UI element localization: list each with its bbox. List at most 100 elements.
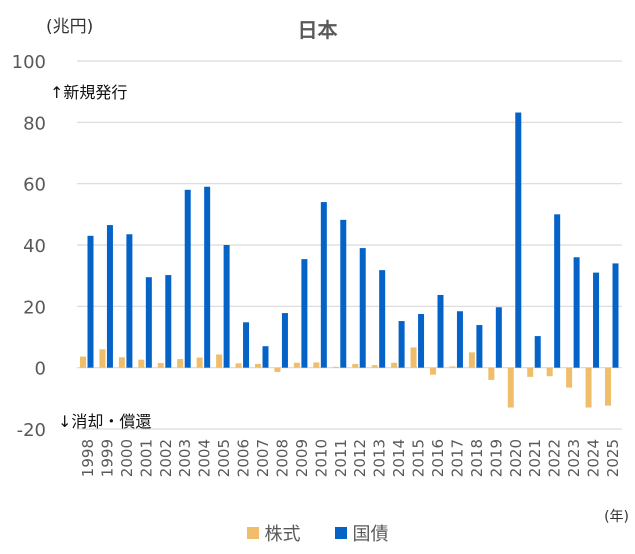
x-tick-label: 2008 (273, 439, 291, 477)
bar-stocks (80, 356, 86, 368)
bar-stocks (449, 366, 456, 368)
bar-bonds (243, 322, 250, 368)
bar-bonds (184, 189, 191, 368)
bar-stocks (196, 357, 203, 368)
x-tick-label: 2016 (429, 439, 447, 477)
bar-stocks (546, 367, 553, 377)
legend-item-stocks: 株式 (246, 520, 301, 546)
x-tick-label: 2025 (604, 439, 622, 477)
bar-stocks (177, 359, 184, 368)
x-tick-label: 2018 (468, 439, 486, 477)
bar-bonds (87, 235, 94, 368)
bar-bonds (534, 336, 541, 368)
x-tick-label: 2021 (526, 439, 544, 477)
bar-bonds (301, 259, 308, 368)
bar-bonds (476, 325, 483, 368)
bar-bonds (262, 346, 269, 368)
y-tick-label: 80 (23, 113, 46, 134)
bar-bonds (612, 263, 619, 368)
legend-swatch-bonds (334, 527, 347, 539)
y-tick-label: -20 (17, 420, 46, 441)
bar-bonds (573, 257, 580, 368)
bar-stocks (430, 367, 436, 375)
bar-stocks (332, 366, 339, 368)
bar-bonds (165, 275, 172, 368)
bar-stocks (527, 367, 534, 377)
bar-bonds (593, 272, 600, 368)
bar-stocks (410, 347, 417, 368)
x-tick-label: 2010 (312, 439, 330, 477)
legend-label-bonds: 国債 (352, 524, 389, 545)
bar-stocks (391, 362, 398, 368)
bar-stocks (274, 367, 281, 372)
bar-stocks (352, 363, 359, 368)
bar-stocks (293, 362, 300, 368)
bar-bonds (379, 270, 386, 368)
bar-bonds (145, 277, 152, 368)
bar-stocks (235, 363, 242, 368)
bar-bonds (456, 311, 463, 368)
bar-bonds (418, 314, 425, 368)
bar-stocks (216, 354, 223, 368)
bar-stocks (157, 363, 164, 368)
bar-bonds (398, 321, 405, 368)
bar-bonds (340, 219, 347, 368)
x-tick-label: 2023 (565, 439, 583, 477)
x-tick-label: 2020 (507, 439, 525, 477)
x-tick-label: 2009 (293, 439, 311, 477)
y-unit-label: (兆円) (46, 17, 94, 37)
bar-stocks (585, 367, 592, 408)
bar-bonds (320, 202, 327, 368)
chart-title: 日本 (297, 18, 338, 42)
bar-stocks (313, 362, 320, 368)
bar-stocks (99, 349, 106, 368)
bar-stocks (566, 367, 573, 388)
bar-bonds (515, 112, 522, 368)
y-tick-label: 0 (35, 359, 46, 380)
bar-bonds (495, 307, 502, 368)
bar-bonds (359, 248, 366, 368)
x-tick-label: 2003 (176, 439, 194, 477)
bar-bonds (554, 214, 561, 368)
legend-label-stocks: 株式 (264, 524, 301, 545)
x-tick-label: 2000 (118, 439, 136, 477)
annotation-new-issuance: ↑新規発行 (50, 83, 128, 102)
x-tick-label: 2006 (235, 439, 253, 477)
bar-stocks (255, 363, 261, 368)
x-tick-label: 2002 (157, 439, 175, 477)
x-tick-label: 1998 (79, 439, 97, 477)
bar-stocks (118, 357, 125, 368)
legend-item-bonds: 国債 (334, 520, 389, 546)
bar-stocks (605, 367, 611, 406)
y-tick-label: 60 (23, 175, 46, 196)
y-tick-label: 20 (23, 297, 46, 318)
x-unit-label: (年) (604, 509, 629, 525)
x-tick-label: 2001 (137, 439, 155, 477)
x-tick-label: 1999 (98, 439, 116, 477)
annotation-retirement: ↓消却・償還 (58, 412, 152, 431)
bar-bonds (204, 186, 211, 368)
y-tick-label: 100 (12, 52, 46, 73)
x-tick-label: 2019 (487, 439, 505, 477)
y-tick-label: 40 (23, 236, 46, 257)
bar-bonds (126, 234, 133, 368)
x-tick-label: 2022 (546, 439, 564, 477)
x-tick-label: 2012 (351, 439, 369, 477)
x-tick-label: 2007 (254, 439, 272, 477)
x-tick-label: 2015 (410, 439, 428, 477)
bar-stocks (507, 367, 514, 408)
x-tick-label: 2014 (390, 439, 408, 477)
bar-stocks (488, 367, 495, 380)
bar-stocks (371, 365, 378, 368)
x-tick-label: 2024 (585, 439, 603, 477)
x-tick-label: 2005 (215, 439, 233, 477)
bar-bonds (223, 245, 230, 368)
x-tick-label: 2011 (332, 439, 350, 477)
legend: 株式 国債 (0, 520, 635, 546)
bar-stocks (138, 359, 145, 368)
bar-bonds (281, 313, 288, 368)
x-tick-label: 2004 (196, 439, 214, 477)
x-tick-label: 2013 (371, 439, 389, 477)
bar-stocks (468, 352, 475, 368)
